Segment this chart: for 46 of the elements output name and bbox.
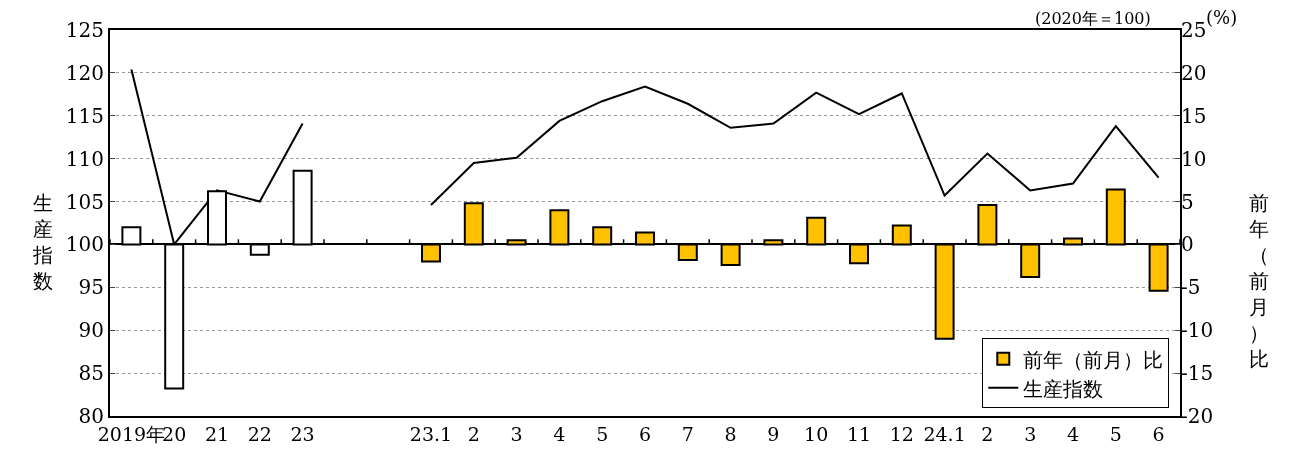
- text: (2020年＝100): [1035, 9, 1151, 28]
- x-tick-label: 6: [638, 422, 652, 445]
- x-tick-label: 7: [681, 422, 694, 445]
- x-tick-label: 21: [204, 422, 230, 445]
- y2-tick-label: 20: [1181, 60, 1207, 85]
- legend-label: 前年（前月）比: [1023, 347, 1164, 372]
- y-tick-label: 85: [78, 361, 104, 386]
- x-tick-label: 11: [846, 422, 872, 445]
- x-tick-label: 5: [1109, 422, 1122, 445]
- x-tick-label: 3: [1024, 422, 1037, 445]
- x-tick-label: 3: [510, 422, 523, 445]
- y2-tick-label: 10: [1181, 146, 1207, 171]
- x-tick-label: 4: [1066, 422, 1080, 445]
- y-axis-title: 生産指数: [32, 191, 53, 293]
- x-tick-label: 12: [889, 422, 914, 445]
- y-tick-label: 90: [78, 318, 104, 343]
- x-tick-label: 2: [981, 422, 994, 445]
- x-tick-label: 5: [596, 422, 609, 445]
- legend-label: 生産指数: [1023, 376, 1104, 401]
- x-tick-label: 23: [290, 422, 315, 445]
- x-tick-label: 10: [804, 422, 829, 445]
- y-tick-label: 95: [78, 275, 104, 300]
- y2-tick-label: 15: [1181, 103, 1207, 128]
- x-tick-label: 2: [467, 422, 480, 445]
- y-tick-label: 120: [65, 60, 104, 85]
- x-tick-label: 8: [724, 422, 737, 445]
- x-tick-label: 23.1: [409, 422, 453, 445]
- x-tick-label: 4: [553, 422, 566, 445]
- y2-tick-label: 25: [1181, 18, 1207, 42]
- y-tick-label: 105: [65, 189, 104, 214]
- x-tick-label: 9: [767, 422, 780, 445]
- y-tick-label: 100: [65, 232, 104, 257]
- x-tick-label: 24.1: [923, 422, 966, 445]
- y2-tick-label: 5: [1181, 189, 1194, 214]
- x-tick-label: 6: [1152, 422, 1165, 445]
- x-tick-label: 22: [247, 422, 272, 445]
- y-tick-label: 110: [65, 146, 104, 171]
- y2-tick-label: -10: [1181, 318, 1214, 343]
- y2-tick-label: 0: [1181, 232, 1194, 257]
- y2-tick-label: -15: [1181, 361, 1214, 386]
- text: (%): [1206, 7, 1238, 28]
- y2-tick-label: -20: [1181, 404, 1214, 428]
- y2-tick-label: -5: [1181, 275, 1201, 300]
- y-tick-label: 115: [65, 103, 104, 128]
- y-tick-label: 125: [65, 18, 104, 42]
- y2-axis-title: 前年（前月）比: [1249, 191, 1269, 371]
